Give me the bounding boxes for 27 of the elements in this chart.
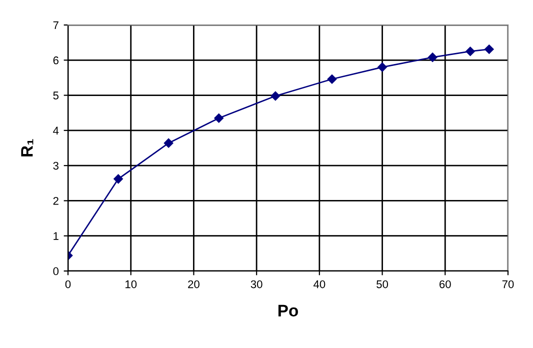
y-tick-label: 7	[53, 21, 58, 30]
y-tick-label: 5	[53, 92, 59, 100]
x-tick-label: 50	[376, 280, 388, 288]
x-tick-label: 30	[250, 280, 262, 288]
x-tick-label: 10	[126, 280, 137, 288]
point	[378, 62, 387, 72]
x-tick-label: 60	[440, 280, 451, 288]
y-tick-label: 3	[53, 162, 58, 170]
x-axis-title: Po	[278, 304, 298, 317]
y-tick-label: 0	[53, 267, 59, 276]
x-tick-label: 20	[188, 280, 200, 288]
point	[327, 74, 337, 84]
y-tick-label: 1	[54, 232, 58, 240]
point	[214, 114, 224, 123]
y-tick-label: 6	[53, 56, 58, 64]
point	[484, 44, 494, 54]
y-tick-label: 4	[53, 126, 59, 134]
x-tick-label: 40	[314, 280, 326, 288]
point	[270, 91, 280, 101]
x-tick-label: 0	[65, 280, 71, 288]
y-axis-title: R₁	[21, 139, 34, 156]
y-tick-label: 2	[53, 196, 58, 205]
point	[114, 174, 123, 184]
x-tick-label: 70	[502, 280, 514, 288]
point	[164, 138, 174, 148]
point	[428, 52, 438, 62]
point	[466, 46, 475, 56]
